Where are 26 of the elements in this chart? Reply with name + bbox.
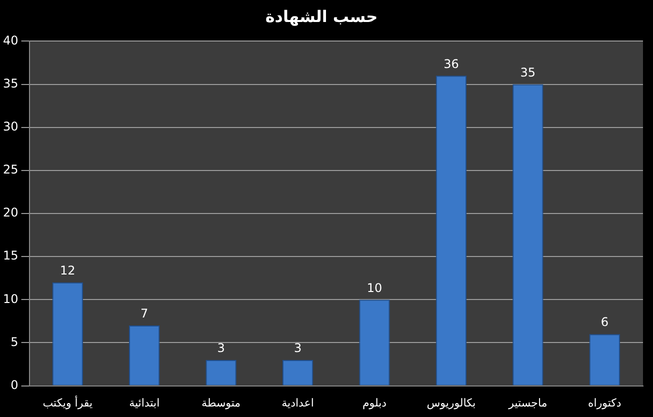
chart-title: حسب الشهادة [265, 6, 378, 26]
y-tick-label: 25 [2, 162, 18, 177]
data-label: 35 [520, 65, 536, 80]
data-label: 7 [140, 306, 148, 321]
x-tick-label: ابتدائية [129, 396, 160, 410]
x-tick-label: اعدادية [282, 396, 314, 410]
x-tick-label: متوسطة [202, 396, 241, 410]
data-label: 3 [217, 341, 225, 356]
y-tick-label: 30 [2, 119, 18, 134]
data-label: 36 [444, 56, 459, 71]
y-tick-label: 35 [2, 76, 18, 90]
y-tick-label: 5 [10, 334, 18, 349]
data-label: 10 [366, 280, 382, 295]
x-tick-label: ماجستير [508, 396, 548, 410]
data-label: 12 [60, 264, 76, 278]
x-tick-label: يقرأ ويكتب [42, 395, 93, 410]
x-tick-label: دكتوراه [588, 396, 622, 410]
y-tick-label: 10 [2, 292, 18, 306]
y-tick-label: 15 [2, 248, 18, 263]
y-tick-label: 0 [10, 378, 18, 392]
data-label: 3 [294, 341, 302, 356]
x-tick-label: دبلوم [362, 396, 387, 410]
y-tick-label: 20 [2, 206, 18, 220]
data-label: 6 [600, 315, 608, 330]
y-tick-label: 40 [2, 33, 18, 48]
x-tick-label: بكالوريوس [426, 396, 476, 410]
